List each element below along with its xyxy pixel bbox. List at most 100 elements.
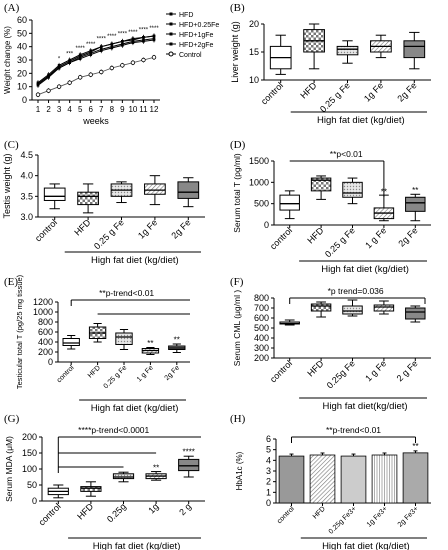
y-tick-label: 1000 — [33, 307, 53, 317]
box — [115, 332, 133, 345]
panel-b: (B) 10 15 20 Liver weight (g) control HFD 0.25… — [226, 0, 448, 135]
y-tick-label: 500 — [254, 199, 269, 209]
y-tick-label: 1 — [266, 487, 271, 497]
y-tick-label: 20 — [249, 19, 259, 29]
y-tick-label: 500 — [254, 323, 269, 333]
legend-label: HFD — [179, 12, 193, 19]
significance-mark: * — [58, 57, 61, 63]
x-tick-label: control — [259, 80, 285, 106]
y-tick-label: 15 — [249, 47, 259, 57]
x-tick-label: 2 g — [177, 501, 193, 517]
y-tick-label: 150 — [22, 448, 37, 458]
data-point — [35, 92, 41, 97]
data-point — [46, 88, 51, 93]
y-tick-label: 400 — [38, 337, 53, 347]
series-line — [37, 35, 155, 85]
data-point — [67, 80, 72, 85]
bar — [340, 455, 367, 504]
x-tick-label: control — [268, 358, 294, 384]
bar — [309, 454, 336, 504]
y-tick-label: 3 — [266, 466, 271, 476]
y-tick-label: 3.0 — [20, 212, 33, 222]
y-tick-label: 0 — [264, 220, 269, 230]
data-point — [142, 40, 145, 43]
significance-label: **p<0.01 — [330, 149, 363, 159]
y-tick-label: 6 — [266, 434, 271, 444]
y-tick-label: 4.0 — [20, 171, 33, 181]
data-point — [151, 55, 157, 60]
y-tick-label: 5 — [266, 445, 271, 455]
box — [80, 486, 102, 492]
box — [310, 177, 332, 192]
significance-label: **p-trend<0.01 — [326, 425, 381, 435]
data-point — [78, 53, 82, 56]
y-axis-label: Weight change (%) — [3, 26, 12, 94]
box — [279, 194, 300, 211]
panel-a-label: (A) — [4, 2, 20, 14]
y-tick-label: 700 — [254, 303, 269, 313]
x-tick-label: 4 — [67, 105, 72, 114]
data-point — [120, 63, 125, 68]
group-label: High fat diet (kg/diet) — [317, 115, 405, 126]
data-point — [110, 42, 114, 46]
y-tick-label: 1000 — [249, 177, 269, 187]
y-tick-label: 10 — [249, 75, 259, 85]
x-tick-label: control — [37, 501, 63, 527]
y-tick-label: 800 — [38, 317, 53, 327]
box — [342, 305, 363, 315]
panel-d-label: (D) — [230, 139, 246, 151]
group-label: High fat diet (kg/diet) — [91, 403, 179, 414]
x-tick-label: 1g Fe — [362, 80, 385, 103]
significance-label: **p-trend<0.01 — [99, 288, 154, 298]
legend-label: Control — [179, 52, 202, 59]
box — [43, 187, 66, 201]
y-tick-label: 0 — [266, 498, 271, 508]
y-axis-label: Testicular total T (pg/25 mg tissue) — [15, 274, 24, 389]
x-tick-label: 5 — [78, 105, 83, 114]
x-tick-label: 12 — [150, 105, 159, 114]
y-tick-label: 40 — [17, 42, 27, 52]
x-tick-label: 0.25g — [105, 501, 128, 524]
significance-mark: **** — [118, 31, 128, 37]
box — [62, 338, 80, 346]
significance-mark: **** — [97, 37, 107, 43]
y-tick-label: 400 — [254, 333, 269, 343]
panel-f-label: (F) — [230, 276, 244, 288]
x-tick-label: 2g Fe — [164, 364, 182, 382]
x-tick-label: control — [276, 505, 296, 525]
data-point — [56, 84, 62, 89]
box — [405, 307, 426, 320]
chart-d: 0 500 1000 1500 Serum total T (pg/ml) control… — [232, 149, 431, 275]
data-point — [131, 37, 135, 40]
x-tick-label: control — [33, 217, 59, 243]
panel-b-label: (B) — [230, 2, 245, 14]
significance-mark: ** — [412, 186, 418, 195]
y-tick-label: 300 — [254, 343, 269, 353]
x-tick-label: 0.25 g Fe — [323, 225, 357, 259]
legend-label: HFD+1gFe — [179, 32, 214, 39]
series-line — [37, 39, 155, 85]
data-point — [130, 60, 136, 65]
x-tick-label: 7 — [99, 105, 104, 114]
data-point — [99, 69, 104, 75]
panel-g-label: (G) — [4, 413, 20, 425]
significance-mark: *** — [66, 51, 74, 57]
panel-c: (C) 3.0 3.5 4.0 4.5 Testis weight (g) control… — [0, 137, 222, 272]
panel-f: (F) 200 300 400 500 600 700 800 Serum CML (μg/m… — [226, 274, 448, 412]
chart-b: 10 15 20 Liver weight (g) control HFD 0.25 g F… — [230, 19, 431, 126]
x-tick-label: 0.25 g Fe — [92, 217, 126, 251]
x-tick-label: 0.25g Fe3+ — [328, 505, 358, 535]
significance-mark: **** — [182, 448, 194, 457]
panel-c-label: (C) — [4, 139, 19, 151]
significance-mark: **** — [107, 34, 117, 40]
bar — [402, 452, 429, 504]
data-point — [68, 58, 71, 62]
y-tick-label: 600 — [254, 313, 269, 323]
data-point — [68, 61, 71, 64]
x-tick-label: HFD — [312, 505, 327, 520]
y-tick-label: 20 — [17, 68, 27, 78]
box — [405, 196, 426, 212]
x-tick-label: 11 — [139, 105, 148, 114]
x-tick-label: 2 — [46, 105, 51, 114]
